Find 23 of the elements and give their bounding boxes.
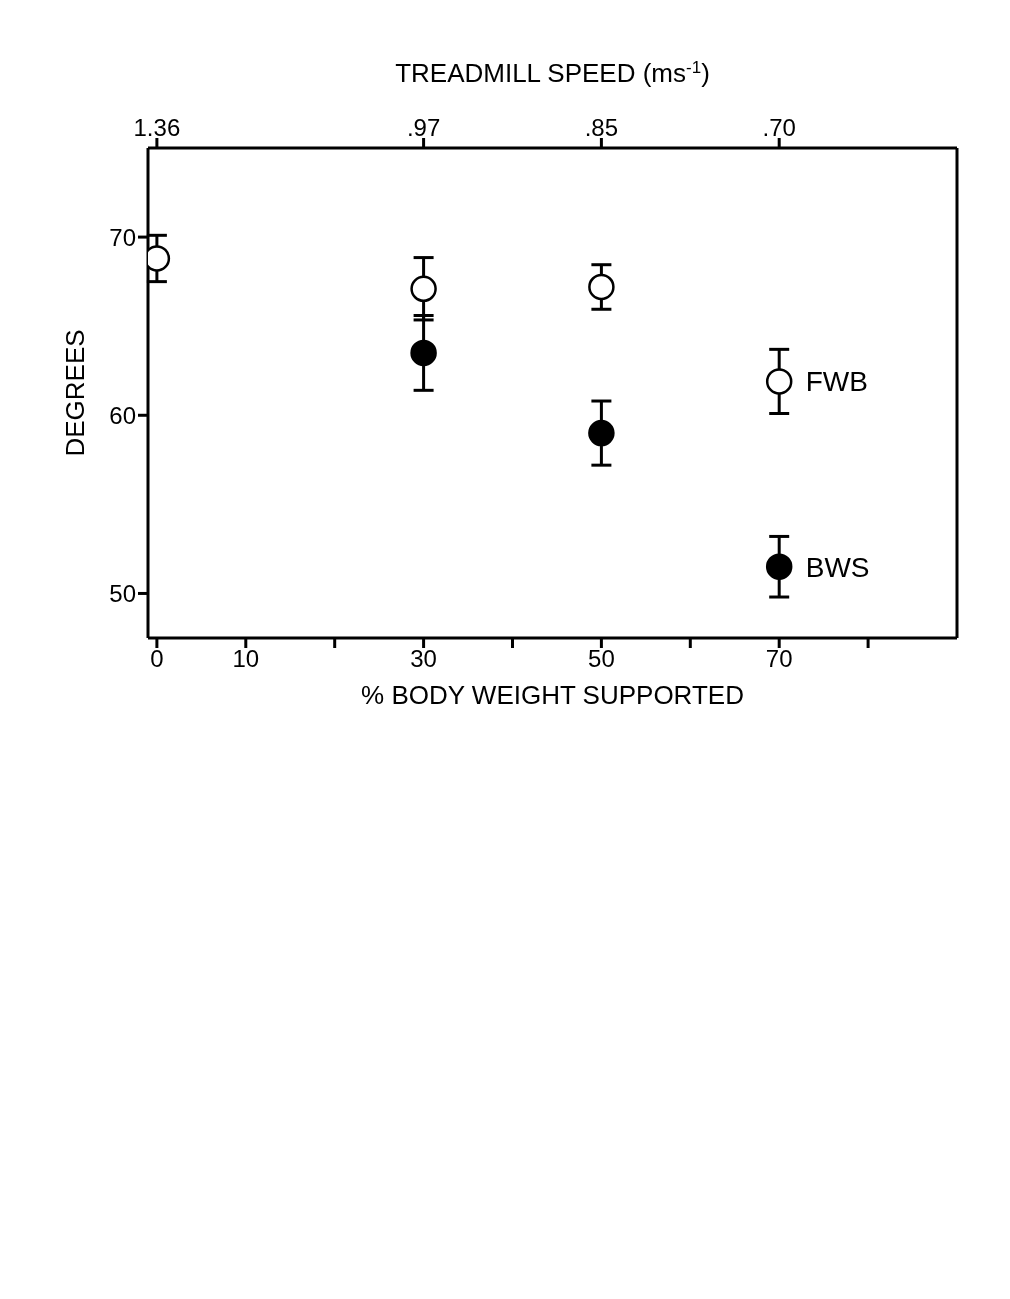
series-label: FWB bbox=[805, 366, 868, 398]
x2-axis-title: TREADMILL SPEED (ms$^{-1}$) bbox=[395, 57, 710, 88]
series-label: BWS bbox=[805, 551, 870, 583]
y-axis-title: DEGREES bbox=[60, 329, 90, 457]
point bbox=[588, 273, 615, 301]
x-axis-title: % BODY WEIGHT SUPPORTED bbox=[361, 680, 744, 710]
text: .85 bbox=[584, 114, 619, 141]
x-tick-label: 50 bbox=[588, 645, 615, 673]
point bbox=[410, 339, 437, 367]
x-tick-label: 0 bbox=[150, 645, 164, 673]
y-tick-label: 50 bbox=[109, 579, 136, 607]
x-tick-label: 70 bbox=[765, 645, 793, 673]
y-tick-label: 60 bbox=[109, 401, 136, 429]
point bbox=[765, 368, 793, 395]
y-tick-label: 70 bbox=[109, 223, 136, 251]
point bbox=[765, 553, 793, 580]
text: 1.36 bbox=[133, 114, 181, 141]
x-tick-label: 10 bbox=[232, 645, 260, 673]
text: .97 bbox=[406, 114, 441, 141]
point bbox=[410, 275, 437, 303]
point bbox=[588, 419, 615, 447]
text: .70 bbox=[762, 114, 796, 141]
x-tick-label: 30 bbox=[410, 645, 437, 673]
